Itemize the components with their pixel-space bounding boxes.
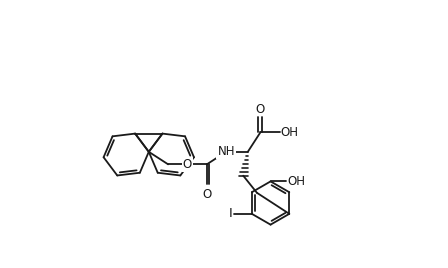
Text: I: I (229, 207, 233, 220)
Text: O: O (202, 188, 211, 201)
Text: O: O (183, 158, 192, 171)
Text: NH: NH (217, 145, 235, 158)
Text: O: O (256, 103, 265, 116)
Text: OH: OH (288, 175, 306, 188)
Text: OH: OH (280, 126, 299, 139)
